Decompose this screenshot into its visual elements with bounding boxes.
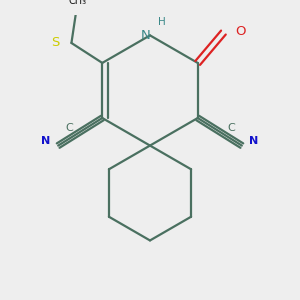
- Text: N: N: [41, 136, 50, 146]
- Text: O: O: [235, 25, 245, 38]
- Text: S: S: [51, 36, 60, 49]
- Text: CH₃: CH₃: [68, 0, 86, 6]
- Text: C: C: [65, 123, 73, 133]
- Text: N: N: [140, 29, 150, 42]
- Text: C: C: [227, 123, 235, 133]
- Text: H: H: [158, 17, 166, 27]
- Text: N: N: [250, 136, 259, 146]
